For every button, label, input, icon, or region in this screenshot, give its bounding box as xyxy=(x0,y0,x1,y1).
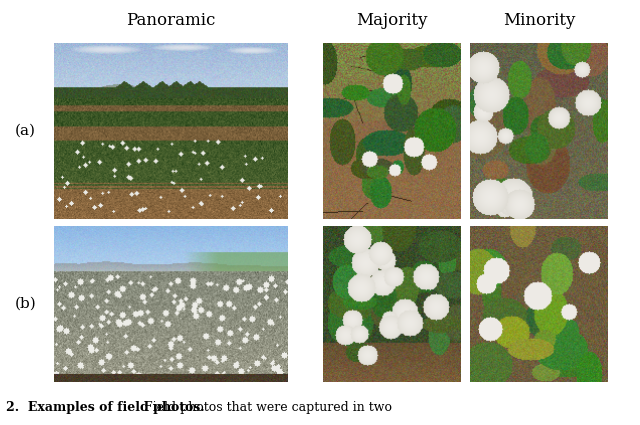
Text: (b): (b) xyxy=(15,297,36,311)
Text: (a): (a) xyxy=(15,124,36,138)
Text: Minority: Minority xyxy=(503,12,575,29)
Text: Majority: Majority xyxy=(356,12,428,29)
Text: Panoramic: Panoramic xyxy=(127,12,216,29)
Text: 2.  Examples of field photos.: 2. Examples of field photos. xyxy=(6,402,205,414)
Text: Field photos that were captured in two: Field photos that were captured in two xyxy=(136,402,392,414)
